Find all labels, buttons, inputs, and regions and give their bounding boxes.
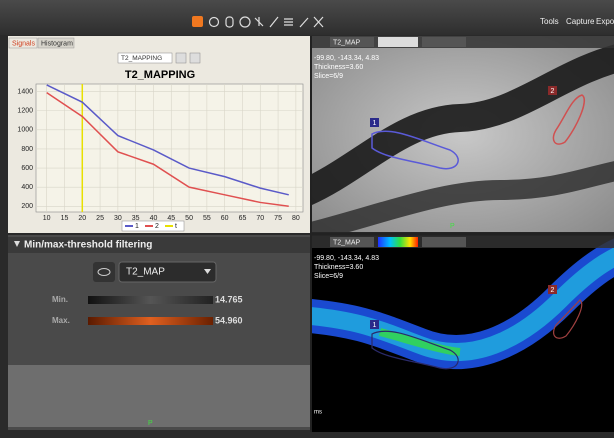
panel-title: Min/max-threshold filtering bbox=[24, 240, 152, 251]
colormap[interactable] bbox=[378, 37, 418, 47]
dropdown[interactable] bbox=[330, 237, 374, 247]
eye-icon bbox=[97, 268, 111, 276]
tool-icons[interactable] bbox=[208, 16, 324, 28]
x-tick-label: 65 bbox=[239, 215, 247, 222]
image-structure bbox=[312, 44, 614, 205]
y-tick-label: 1400 bbox=[17, 88, 33, 95]
dropdown[interactable] bbox=[422, 237, 466, 247]
collapse-icon[interactable] bbox=[14, 241, 20, 247]
coords: -99.80, -143.34, 4.83 bbox=[314, 255, 379, 262]
button[interactable] bbox=[175, 52, 187, 64]
plot-area bbox=[35, 83, 304, 213]
x-tick-label: 70 bbox=[256, 215, 264, 222]
dropdown[interactable] bbox=[330, 37, 374, 47]
x-tick-label: 50 bbox=[185, 215, 193, 222]
slice: Slice=6/9 bbox=[314, 73, 343, 80]
button[interactable] bbox=[189, 52, 201, 64]
x-tick-label: 35 bbox=[132, 215, 140, 222]
x-tick-label: 10 bbox=[43, 215, 51, 222]
min-value: 14.765 bbox=[215, 294, 243, 304]
max-slider[interactable] bbox=[88, 317, 213, 325]
image-overlay bbox=[378, 328, 461, 356]
min-label: Min. bbox=[52, 295, 68, 304]
dropdown-arrow bbox=[204, 269, 211, 274]
x-tick-label: 75 bbox=[274, 215, 282, 222]
viewport: 1 2 bbox=[312, 36, 614, 232]
dropdown-label[interactable]: T2_MAPPING bbox=[121, 55, 162, 62]
series-line bbox=[46, 91, 289, 208]
legend-label: 2 bbox=[155, 223, 159, 230]
legend-label: t bbox=[175, 223, 177, 230]
max-value: 54.960 bbox=[215, 315, 243, 325]
roi-badge bbox=[370, 320, 379, 329]
panel-header bbox=[8, 237, 310, 253]
y-tick-label: 1200 bbox=[17, 108, 33, 115]
dropdown-label[interactable]: T2_MAP bbox=[333, 39, 361, 46]
menu-item[interactable]: Tools bbox=[540, 17, 559, 26]
tab[interactable] bbox=[37, 37, 75, 49]
dropdown[interactable] bbox=[422, 37, 466, 47]
orientation-label: P bbox=[450, 223, 455, 230]
x-tick-label: 55 bbox=[203, 215, 211, 222]
legend-label: 1 bbox=[135, 223, 139, 230]
y-tick-label: 1000 bbox=[17, 127, 33, 134]
y-tick-label: 800 bbox=[21, 146, 33, 153]
y-tick-label: 200 bbox=[21, 203, 33, 210]
thickness: Thickness=3.60 bbox=[314, 264, 363, 271]
orientation-label: P bbox=[148, 420, 153, 427]
roi-label: 2 bbox=[551, 287, 555, 294]
tab-label[interactable]: Signals bbox=[12, 40, 35, 47]
tab[interactable] bbox=[8, 37, 38, 49]
roi-label: 1 bbox=[373, 322, 377, 329]
y-tick-label: 400 bbox=[21, 184, 33, 191]
roi-label: 1 bbox=[373, 120, 377, 127]
tab-label[interactable]: Histogram bbox=[41, 40, 73, 47]
x-tick-label: 45 bbox=[167, 215, 175, 222]
x-tick-label: 40 bbox=[150, 215, 158, 222]
x-tick-label: 30 bbox=[114, 215, 122, 222]
x-tick-label: 80 bbox=[292, 215, 300, 222]
image-structure bbox=[312, 161, 614, 232]
roi[interactable] bbox=[553, 299, 583, 339]
roi-badge bbox=[370, 118, 379, 127]
dropdown[interactable] bbox=[117, 52, 173, 64]
unit: ms bbox=[314, 410, 322, 416]
roi[interactable] bbox=[371, 130, 459, 170]
toolbar bbox=[0, 0, 614, 35]
roi[interactable] bbox=[552, 94, 585, 145]
menu-item[interactable]: Capture bbox=[566, 17, 595, 26]
dropdown[interactable] bbox=[118, 261, 217, 283]
slice: Slice=6/9 bbox=[314, 273, 343, 280]
roi-badge bbox=[548, 285, 557, 294]
min-slider[interactable] bbox=[88, 296, 213, 304]
x-tick-label: 60 bbox=[221, 215, 229, 222]
thickness: Thickness=3.60 bbox=[314, 64, 363, 71]
panel-footer bbox=[8, 365, 310, 427]
tool-icon[interactable] bbox=[192, 16, 203, 27]
roi[interactable] bbox=[371, 330, 459, 370]
y-tick-label: 600 bbox=[21, 165, 33, 172]
x-tick-label: 15 bbox=[61, 215, 69, 222]
image-overlay bbox=[312, 247, 614, 362]
x-tick-label: 25 bbox=[96, 215, 104, 222]
visibility-button[interactable] bbox=[93, 262, 115, 282]
viewport: 1 2 bbox=[312, 236, 614, 432]
dropdown-label[interactable]: T2_MAP bbox=[126, 267, 165, 278]
series-line bbox=[46, 84, 289, 196]
dropdown-label[interactable]: T2_MAP bbox=[333, 239, 361, 246]
chart-title: T2_MAPPING bbox=[125, 69, 195, 81]
x-tick-label: 20 bbox=[78, 215, 86, 222]
max-label: Max. bbox=[52, 316, 70, 325]
coords: -99.80, -143.34, 4.83 bbox=[314, 55, 379, 62]
colormap[interactable] bbox=[378, 237, 418, 247]
menu-item[interactable]: Export bbox=[596, 17, 614, 26]
roi-label: 2 bbox=[551, 88, 555, 95]
roi-badge bbox=[548, 86, 557, 95]
